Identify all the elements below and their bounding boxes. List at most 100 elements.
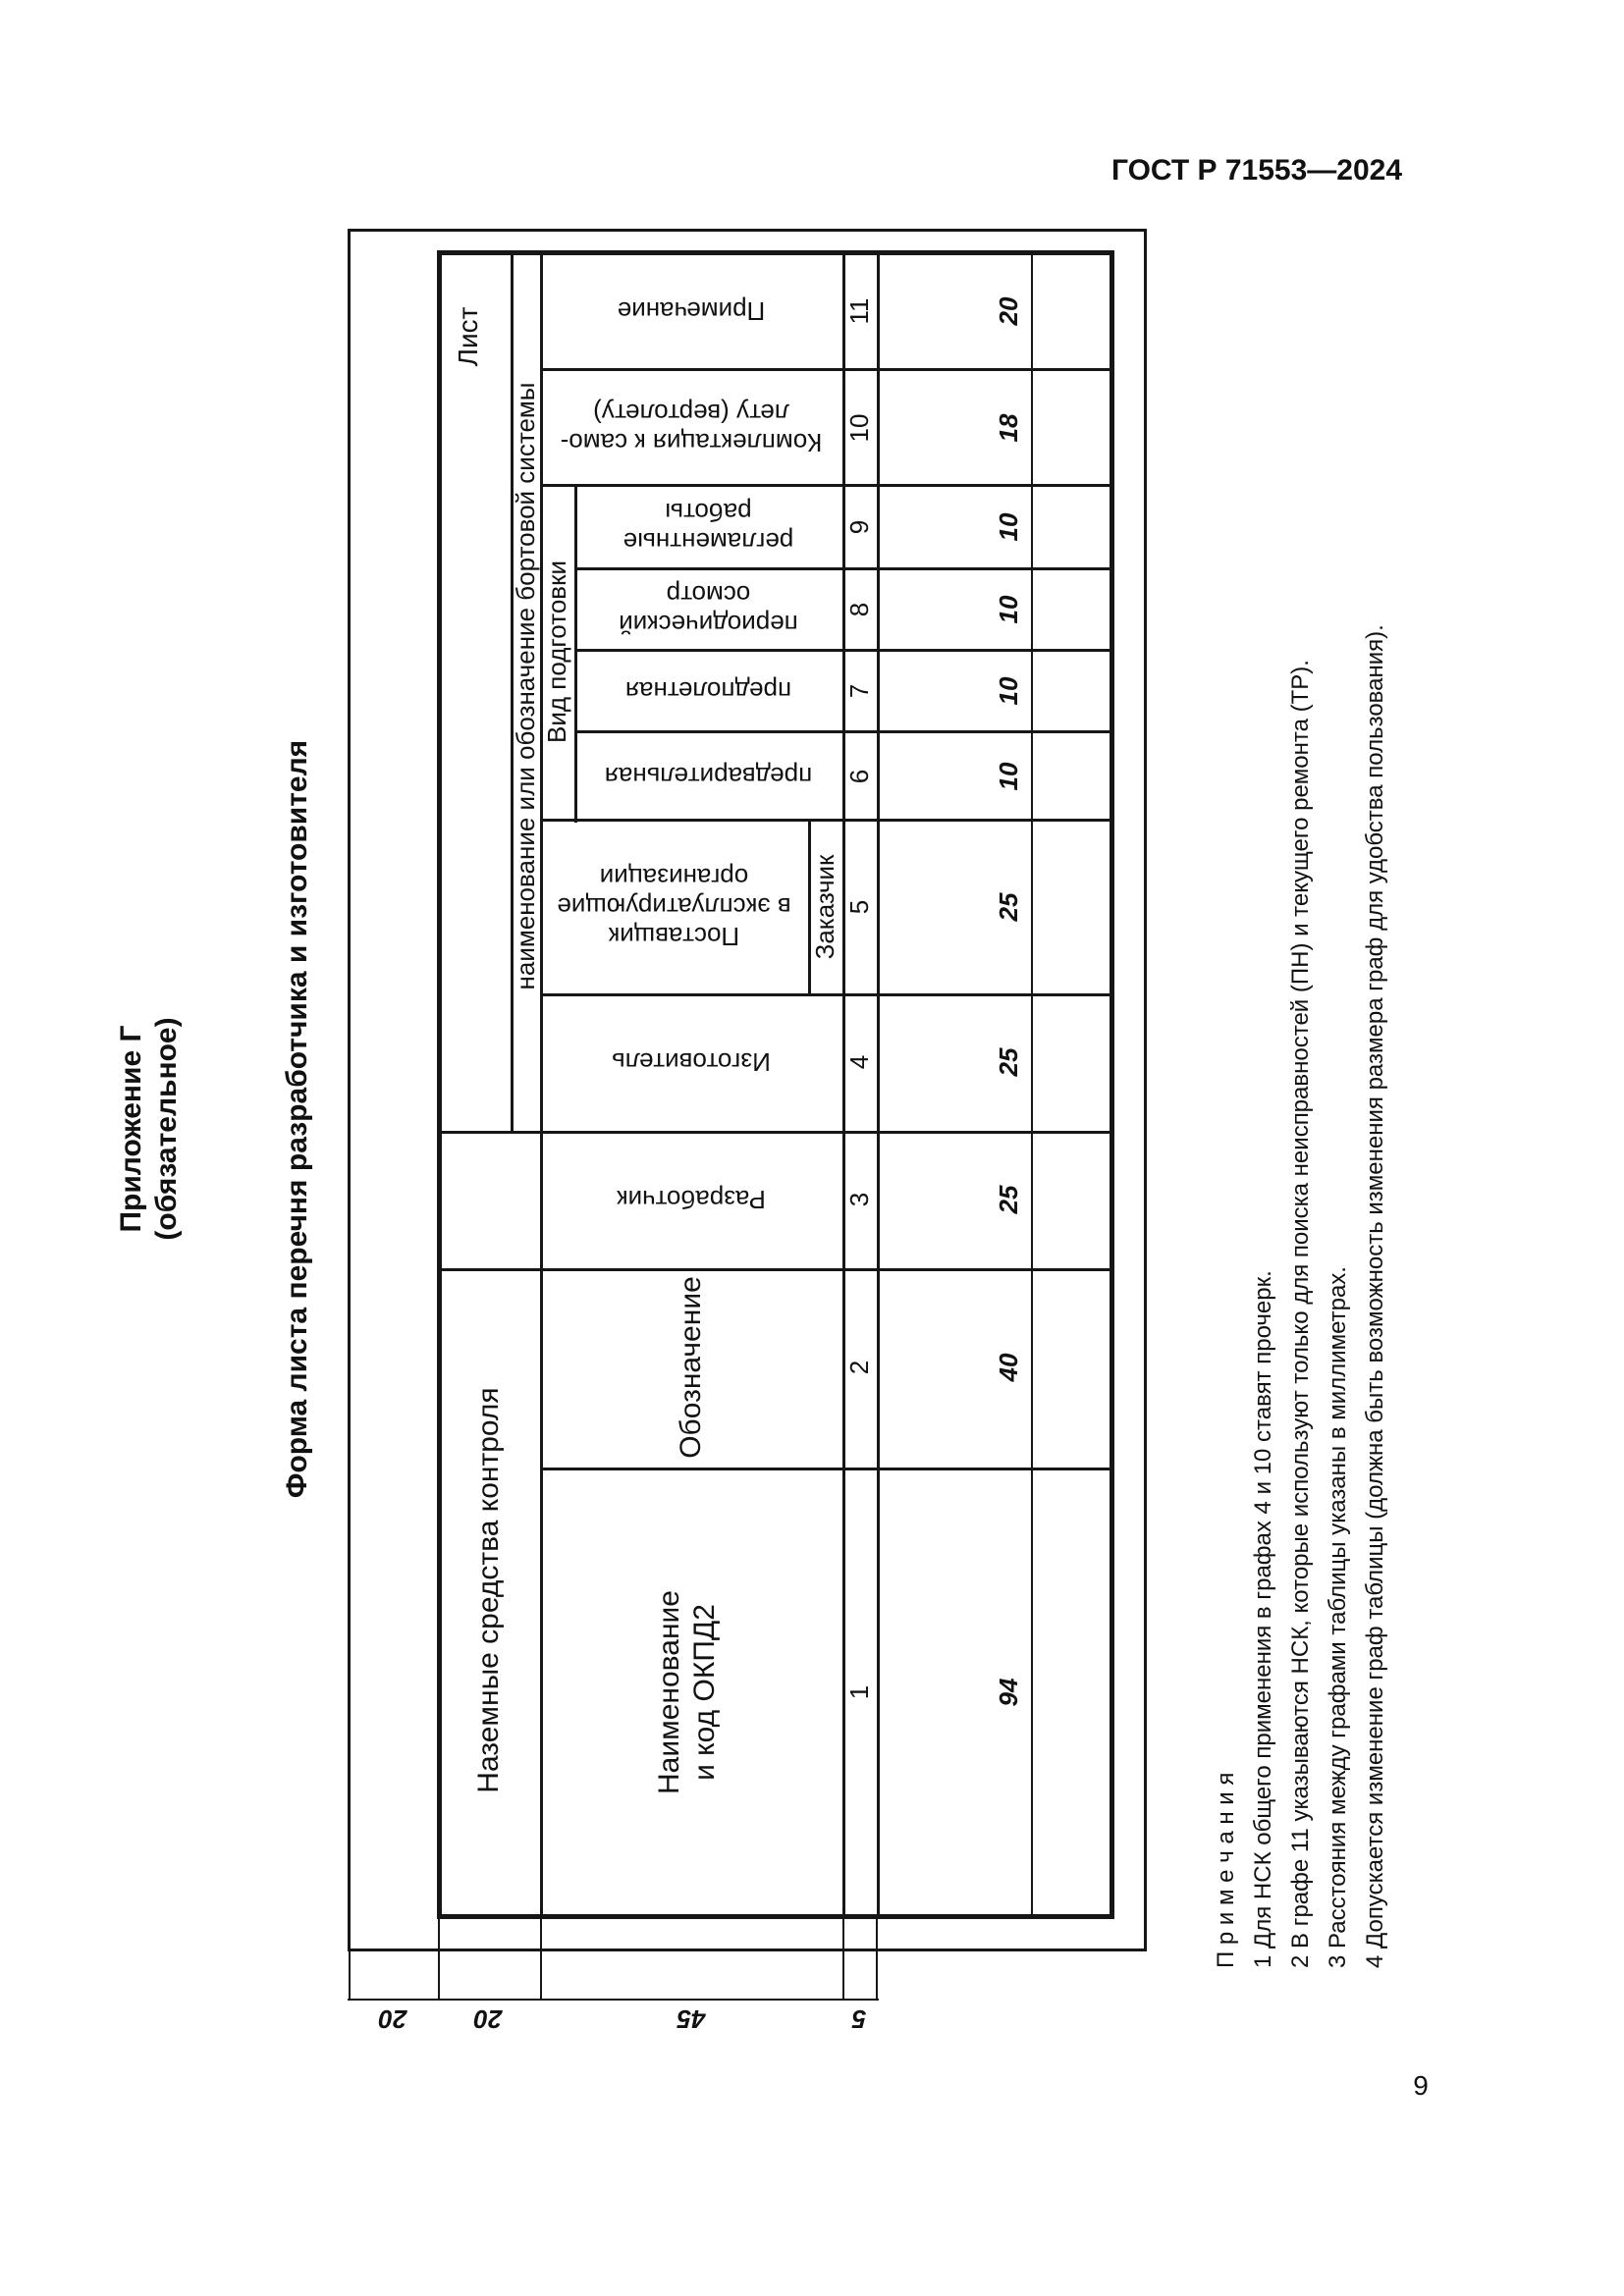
notes-heading: П р и м е ч а н и я	[1213, 1772, 1239, 1968]
table-line	[808, 821, 811, 995]
column-number-6: 6	[844, 769, 874, 784]
note-item: 2 В графе 11 указываются НСК, которые ис…	[1287, 660, 1314, 1968]
column-width-8: 10	[994, 595, 1023, 624]
column-header-6: предварительная	[574, 737, 842, 816]
column-header-line: осмотр	[666, 580, 751, 610]
column-number-8: 8	[844, 602, 874, 617]
customer-subheader: Заказчик	[810, 854, 839, 960]
column-width-5: 25	[994, 892, 1023, 922]
table-line	[1031, 252, 1033, 1917]
table-line	[574, 486, 577, 823]
column-number-9: 9	[844, 519, 874, 535]
column-header-line: лету (вертолету)	[593, 399, 789, 428]
dimension-label: 5	[851, 2004, 867, 2034]
table-border	[437, 1914, 1114, 1919]
table-line	[574, 649, 1112, 652]
ruler-tick	[876, 1919, 878, 1999]
column-number-4: 4	[844, 1054, 874, 1070]
frame-line	[348, 229, 351, 1951]
note-item: 1 Для НСК общего применения в графах 4 и…	[1250, 1270, 1276, 1968]
column-width-2: 40	[994, 1353, 1023, 1382]
column-number-3: 3	[844, 1192, 874, 1207]
table-line	[439, 1131, 1112, 1134]
preparation-type-span-header: Вид подготовки	[542, 561, 571, 743]
table-line	[540, 368, 1112, 371]
notes-block: П р и м е ч а н и я 1 Для НСК общего при…	[1208, 476, 1404, 1968]
column-header-line: предполетная	[624, 676, 792, 706]
ruler-tick	[438, 1919, 440, 1999]
column-width-7: 10	[994, 676, 1023, 706]
appendix-title: Приложение Г (обязательное)	[110, 923, 189, 1335]
column-number-10: 10	[844, 413, 874, 443]
appendix-title-line1: Приложение Г	[115, 1025, 147, 1233]
column-width-4: 25	[994, 1047, 1023, 1077]
ground-means-span-header: Наземные средства контроля	[472, 1387, 505, 1793]
column-header-line: предварительная	[604, 762, 813, 791]
column-header-1: Наименование и код ОКПД2	[650, 1467, 725, 1918]
column-header-10: Комплектация к само- лету (вертолету)	[540, 369, 842, 487]
table-border	[437, 250, 1114, 255]
board-system-span-header: наименование или обозначение бортовой си…	[511, 382, 540, 990]
column-width-9: 10	[994, 512, 1023, 542]
column-width-10: 18	[994, 413, 1023, 443]
table-border	[437, 250, 442, 1919]
form-title: Форма листа перечня разработчика и изгот…	[281, 739, 313, 1499]
column-header-line: работы	[665, 498, 752, 527]
table-line	[540, 993, 1112, 996]
table-line	[540, 252, 543, 1917]
table-line	[574, 567, 1112, 570]
column-number-7: 7	[844, 683, 874, 699]
table-line	[574, 730, 1112, 733]
column-header-line: организации	[599, 863, 749, 892]
ruler-tick	[842, 1919, 844, 1999]
frame-line	[348, 229, 1147, 232]
ruler-tick	[540, 1919, 542, 1999]
table-line	[540, 1468, 1112, 1470]
table-line	[439, 1268, 1112, 1271]
column-header-line: Наименование	[653, 1590, 685, 1794]
dimension-label: 20	[473, 2004, 503, 2034]
column-header-5: Поставщик в эксплуатирующие организации	[540, 848, 808, 966]
frame-line	[348, 1949, 1147, 1951]
column-header-line: периодический	[619, 610, 798, 639]
table-line	[842, 252, 845, 1917]
column-number-2: 2	[844, 1360, 874, 1375]
column-header-line: Изготовитель	[612, 1047, 771, 1077]
table-line	[511, 252, 514, 1133]
sheet-corner-label: Лист	[453, 306, 483, 367]
column-header-line: Разработчик	[617, 1185, 766, 1214]
column-width-6: 10	[994, 762, 1023, 791]
column-width-11: 20	[994, 296, 1023, 326]
column-width-1: 94	[994, 1678, 1023, 1707]
column-header-line: в эксплуатирующие	[557, 892, 791, 922]
dimension-label: 20	[378, 2004, 407, 2034]
table-line	[877, 252, 880, 1917]
page-number: 9	[1413, 2070, 1429, 2101]
column-header-11: Примечание	[540, 262, 842, 360]
column-number-5: 5	[844, 899, 874, 915]
note-item: 3 Расстояния между графами таблицы указа…	[1325, 1266, 1351, 1968]
column-header-8: периодический осмотр	[574, 561, 842, 659]
ruler-line	[348, 1999, 879, 2001]
table-line	[540, 484, 1112, 487]
appendix-title-line2: (обязательное)	[150, 1017, 183, 1241]
note-item: 4 Допускается изменение граф таблицы (до…	[1362, 624, 1388, 1968]
column-header-line: Комплектация к само-	[560, 428, 823, 457]
column-header-line: регламентные	[623, 527, 794, 557]
column-width-3: 25	[994, 1185, 1023, 1214]
column-header-2: Обозначение	[675, 1276, 707, 1459]
dimension-label: 45	[677, 2004, 706, 2034]
table-border	[1110, 250, 1114, 1919]
frame-line	[1144, 229, 1147, 1951]
standard-reference: ГОСТ Р 71553—2024	[1110, 154, 1403, 187]
column-header-line: Примечание	[617, 296, 766, 326]
column-header-3: Разработчик	[540, 1160, 842, 1239]
column-number-11: 11	[844, 297, 874, 325]
column-header-line: и код ОКПД2	[688, 1604, 721, 1781]
column-header-4: Изготовитель	[540, 1023, 842, 1101]
ruler-tick	[349, 1951, 351, 1999]
column-header-7: предполетная	[574, 652, 842, 730]
column-number-1: 1	[844, 1684, 874, 1700]
column-header-line: Поставщик	[608, 922, 740, 951]
